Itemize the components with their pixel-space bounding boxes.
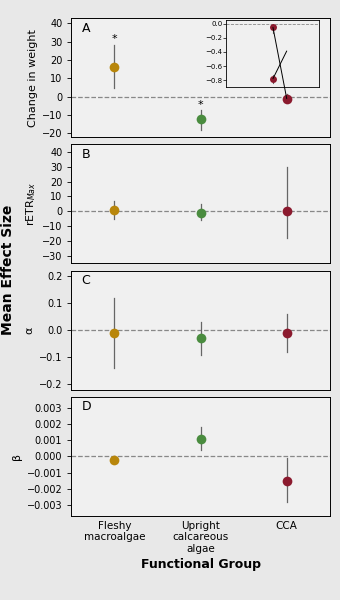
Text: D: D — [82, 400, 91, 413]
X-axis label: Functional Group: Functional Group — [141, 558, 260, 571]
Text: A: A — [82, 22, 90, 35]
Text: *: * — [198, 100, 203, 110]
Text: *: * — [112, 34, 117, 44]
Y-axis label: α: α — [25, 326, 35, 334]
Text: C: C — [82, 274, 90, 287]
Text: Mean Effect Size: Mean Effect Size — [1, 205, 16, 335]
Y-axis label: rETR$_{Max}$: rETR$_{Max}$ — [24, 182, 38, 226]
Text: B: B — [82, 148, 90, 161]
Text: *: * — [284, 82, 290, 92]
Y-axis label: Change in weight: Change in weight — [28, 29, 38, 127]
Y-axis label: β: β — [13, 453, 22, 460]
